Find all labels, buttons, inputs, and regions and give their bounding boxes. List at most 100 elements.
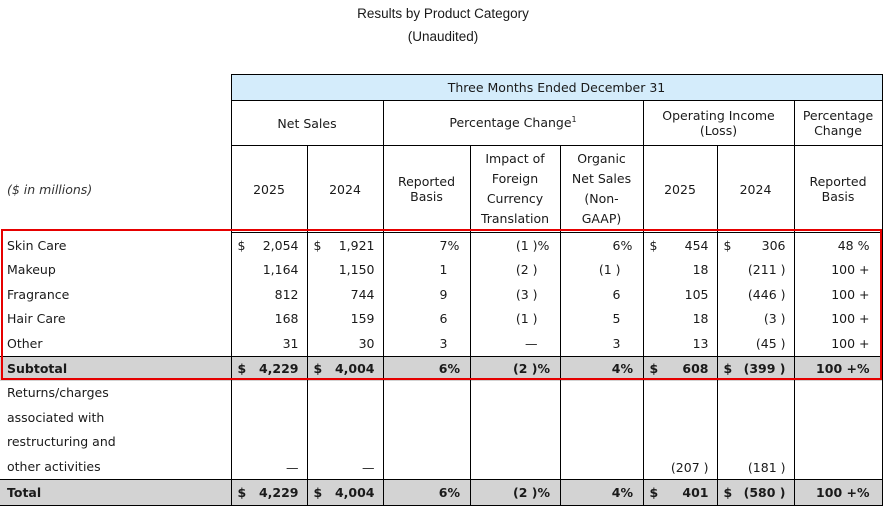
oi-2025-cell: $608 <box>642 355 718 381</box>
cell-value: 9 <box>439 286 448 302</box>
ns-2024-cell: 744 <box>306 282 384 307</box>
percent-sign: % <box>537 361 551 377</box>
currency-symbol: $ <box>313 361 323 377</box>
cell-value: 1 <box>439 262 448 278</box>
cell-value: 812 <box>274 286 299 302</box>
reported-basis-cell: 6% <box>382 355 471 381</box>
cell-value: 100 + <box>831 311 870 327</box>
ns-2025-cell: 31 <box>230 331 308 356</box>
ns-2024-cell: $4,004 <box>306 355 384 381</box>
currency-symbol: $ <box>237 237 246 253</box>
percent-sign: % <box>620 237 633 253</box>
operating-income-header: Operating Income (Loss) <box>642 100 795 146</box>
period-header: Three Months Ended December 31 <box>230 74 883 101</box>
col-ns-2025: 2025 <box>230 145 308 233</box>
percent-sign: % <box>620 484 634 500</box>
currency-symbol: $ <box>649 361 659 377</box>
cell-value: 6 <box>439 311 448 327</box>
col-oi-reported-basis: Reported Basis <box>793 145 883 233</box>
oi-change-cell: 100 + <box>793 331 883 356</box>
ns-2025-cell: $4,229 <box>230 355 308 381</box>
cell-value: 401 <box>682 484 709 500</box>
row-label-line: other activities <box>7 458 101 474</box>
ns-2024-cell: 1,150 <box>306 257 384 282</box>
currency-symbol: $ <box>313 237 322 253</box>
reported-basis-cell: 7% <box>382 232 471 258</box>
reported-basis-cell: 3 <box>382 331 471 356</box>
cell-value: (580 ) <box>743 484 786 500</box>
cell-value: 4,229 <box>258 361 299 377</box>
row-label-line: restructuring and <box>7 434 116 449</box>
report-subtitle: (Unaudited) <box>407 29 479 44</box>
total-row: Total $4,229 $4,004 6% (2 )% 4% $401 $ (580 ) 100… <box>0 479 883 506</box>
col-ns-2024: 2024 <box>306 145 384 233</box>
cell-value: (446 ) <box>747 286 786 302</box>
oi-change-cell: 100 + <box>793 306 883 331</box>
ns-2024-cell: — <box>306 381 384 480</box>
cell-value: 18 <box>692 311 709 327</box>
fx-impact-cell: (2 )% <box>469 355 561 381</box>
percent-sign: % <box>447 484 461 500</box>
cell-value: — <box>362 460 375 475</box>
cell-value: (1 ) <box>515 311 538 327</box>
cell-value: 6 <box>612 237 621 253</box>
oi-change-cell: 100 + <box>793 282 883 307</box>
ns-2025-cell: $2,054 <box>230 232 308 258</box>
row-label: Subtotal <box>0 355 231 381</box>
cell-value: 4 <box>611 484 621 500</box>
cell-value: (211 ) <box>747 262 786 278</box>
fx-impact-cell <box>469 381 561 480</box>
cell-value: 608 <box>682 361 709 377</box>
fx-impact-cell: (2 ) <box>469 257 561 282</box>
row-label: Total <box>0 479 231 506</box>
oi-change-cell: 100 +% <box>793 479 883 506</box>
cell-value: (181 ) <box>747 460 786 475</box>
cell-value: (3 ) <box>763 311 786 327</box>
oi-2024-cell: $ (399 ) <box>716 355 795 381</box>
cell-value: (399 ) <box>743 361 786 377</box>
reported-basis-cell <box>382 381 471 480</box>
organic-cell <box>559 381 644 480</box>
cell-value: 168 <box>274 311 299 327</box>
cell-value: 306 <box>761 237 786 253</box>
net-sales-header: Net Sales <box>230 100 384 146</box>
table-row: Hair Care 168 159 6 (1 ) 5 18 (3 ) 100 + <box>0 306 883 331</box>
row-label-line: associated with <box>7 409 105 425</box>
oi-2025-cell: (207 ) <box>642 381 718 480</box>
fx-impact-cell: (1 ) <box>469 306 561 331</box>
oi-2025-cell: 105 <box>642 282 718 307</box>
cell-value: 30 <box>358 335 375 351</box>
currency-symbol: $ <box>649 237 658 253</box>
percent-sign: % <box>447 237 460 253</box>
percentage-change-label: Percentage Change <box>449 115 572 131</box>
currency-symbol: $ <box>723 361 733 377</box>
report-title: Results by Product Category <box>357 6 529 21</box>
currency-symbol: $ <box>237 361 247 377</box>
cell-value: 3 <box>439 335 448 351</box>
oi-2024-cell: $306 <box>716 232 795 258</box>
cell-value: 744 <box>350 286 375 302</box>
fx-impact-cell: — <box>469 331 561 356</box>
oi-2024-cell: (211 ) <box>716 257 795 282</box>
percent-sign: % <box>447 361 461 377</box>
oi-2024-cell: (181 ) <box>716 381 795 480</box>
subtotal-row: Subtotal $4,229 $4,004 6% (2 )% 4% $608 $ (399 )… <box>0 355 883 381</box>
cell-value: 105 <box>684 286 709 302</box>
row-label: Skin Care <box>7 237 67 253</box>
oi-2024-cell: (446 ) <box>716 282 795 307</box>
col-fx-impact: Impact of Foreign Currency Translation <box>469 145 561 233</box>
cell-value: 3 <box>612 335 621 351</box>
row-label: Returns/charges associated with restructur… <box>0 381 231 480</box>
fx-impact-cell: (1 )% <box>469 232 561 258</box>
returns-row: Returns/charges associated with restructur… <box>0 381 883 480</box>
table-row: Skin Care $2,054 $1,921 7% (1 )% 6% $454 $306 48… <box>0 232 883 258</box>
results-table: Three Months Ended December 31 Net Sales… <box>0 74 883 506</box>
cell-value: 48 % <box>837 237 870 253</box>
cell-value: 454 <box>684 237 709 253</box>
cell-value: (207 ) <box>670 460 709 475</box>
cell-value: 2,054 <box>262 237 299 253</box>
ns-2024-cell: $1,921 <box>306 232 384 258</box>
cell-value: 100 +% <box>816 361 870 377</box>
oi-2025-cell: 18 <box>642 306 718 331</box>
organic-cell: 5 <box>559 306 644 331</box>
